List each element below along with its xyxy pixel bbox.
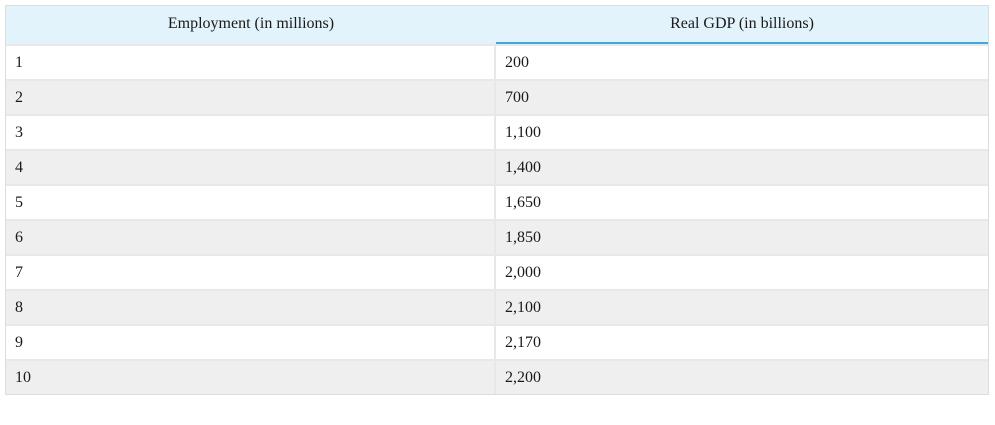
table-row: 3 1,100 [6, 114, 988, 149]
table-row: 6 1,850 [6, 219, 988, 254]
column-header-real-gdp: Real GDP (in billions) [496, 6, 988, 44]
cell-real-gdp: 1,650 [496, 184, 988, 219]
table-row: 7 2,000 [6, 254, 988, 289]
cell-employment: 7 [6, 254, 496, 289]
header-row: Employment (in millions) Real GDP (in bi… [6, 6, 988, 44]
table-row: 1 200 [6, 44, 988, 79]
cell-real-gdp: 1,400 [496, 149, 988, 184]
table-row: 9 2,170 [6, 324, 988, 359]
table-row: 8 2,100 [6, 289, 988, 324]
cell-real-gdp: 2,000 [496, 254, 988, 289]
cell-real-gdp: 1,850 [496, 219, 988, 254]
table-header: Employment (in millions) Real GDP (in bi… [6, 6, 988, 44]
cell-employment: 3 [6, 114, 496, 149]
table-row: 10 2,200 [6, 359, 988, 394]
column-header-employment: Employment (in millions) [6, 6, 496, 44]
cell-real-gdp: 2,170 [496, 324, 988, 359]
table-body: 1 200 2 700 3 1,100 4 1,400 5 1,650 6 1,850 7 2,000 8 2… [6, 44, 988, 394]
table-row: 4 1,400 [6, 149, 988, 184]
cell-employment: 10 [6, 359, 496, 394]
cell-employment: 6 [6, 219, 496, 254]
cell-employment: 4 [6, 149, 496, 184]
data-table-container: Employment (in millions) Real GDP (in bi… [5, 5, 989, 395]
cell-real-gdp: 2,200 [496, 359, 988, 394]
cell-real-gdp: 1,100 [496, 114, 988, 149]
table-row: 2 700 [6, 79, 988, 114]
cell-employment: 9 [6, 324, 496, 359]
cell-employment: 2 [6, 79, 496, 114]
cell-employment: 5 [6, 184, 496, 219]
employment-gdp-table: Employment (in millions) Real GDP (in bi… [6, 6, 988, 394]
cell-real-gdp: 700 [496, 79, 988, 114]
cell-real-gdp: 2,100 [496, 289, 988, 324]
cell-employment: 1 [6, 44, 496, 79]
cell-real-gdp: 200 [496, 44, 988, 79]
cell-employment: 8 [6, 289, 496, 324]
table-row: 5 1,650 [6, 184, 988, 219]
